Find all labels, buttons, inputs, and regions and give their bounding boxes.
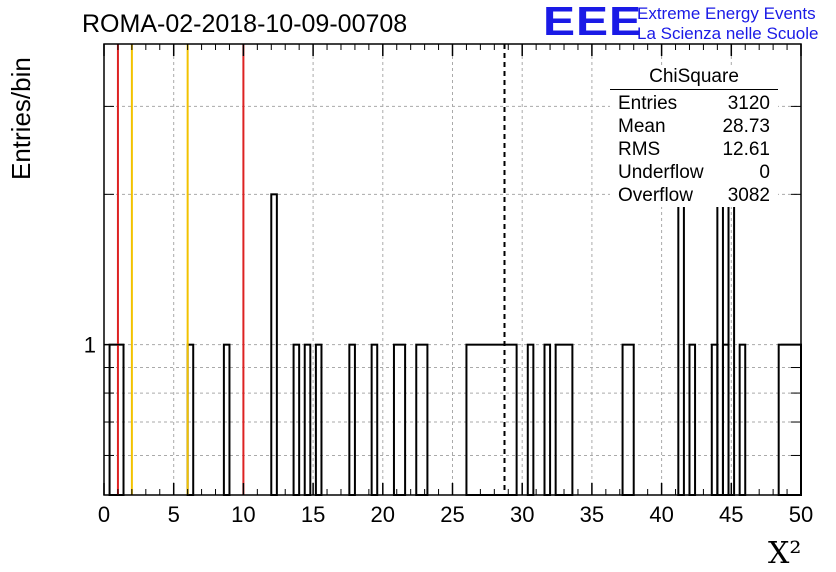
stats-title: ChiSquare bbox=[610, 66, 778, 90]
x-tick-label: 15 bbox=[301, 502, 325, 527]
x-tick-label: 40 bbox=[649, 502, 673, 527]
histogram-bar bbox=[556, 345, 573, 495]
x-axis-label: X² bbox=[768, 536, 801, 571]
y-axis-label: Entries/bin bbox=[6, 57, 37, 180]
x-tick-label: 25 bbox=[440, 502, 464, 527]
stats-box: ChiSquare Entries 3120 Mean 28.73 RMS 12… bbox=[610, 66, 778, 207]
x-tick-label: 50 bbox=[789, 502, 813, 527]
histogram-bar bbox=[305, 345, 311, 495]
stats-label: Mean bbox=[618, 115, 666, 138]
chart-title: ROMA-02-2018-10-09-00708 bbox=[82, 10, 407, 39]
histogram-bar bbox=[466, 345, 516, 495]
stats-row-mean: Mean 28.73 bbox=[610, 115, 778, 138]
stats-value: 3120 bbox=[728, 92, 770, 115]
x-tick-label: 30 bbox=[510, 502, 534, 527]
x-tick-label: 0 bbox=[98, 502, 110, 527]
x-tick-label: 5 bbox=[168, 502, 180, 527]
stats-value: 12.61 bbox=[722, 138, 770, 161]
stats-row-entries: Entries 3120 bbox=[610, 92, 778, 115]
stats-label: Entries bbox=[618, 92, 677, 115]
stats-value: 28.73 bbox=[722, 115, 770, 138]
stats-label: Overflow bbox=[618, 184, 693, 207]
eee-logo: EEE bbox=[543, 2, 642, 43]
logo-line-1: Extreme Energy Events bbox=[637, 4, 816, 24]
stats-row-overflow: Overflow 3082 bbox=[610, 184, 778, 207]
histogram-bar bbox=[545, 345, 551, 495]
y-tick-label: 1 bbox=[84, 333, 96, 358]
stats-label: Underflow bbox=[618, 161, 704, 184]
x-tick-label: 20 bbox=[371, 502, 395, 527]
x-tick-label: 45 bbox=[719, 502, 743, 527]
x-tick-label: 35 bbox=[580, 502, 604, 527]
histogram-bar bbox=[316, 345, 322, 495]
stats-label: RMS bbox=[618, 138, 660, 161]
stats-value: 0 bbox=[759, 161, 770, 184]
logo-line-2: La Scienza nelle Scuole bbox=[637, 24, 818, 44]
stats-value: 3082 bbox=[728, 184, 770, 207]
stats-row-underflow: Underflow 0 bbox=[610, 161, 778, 184]
x-tick-label: 10 bbox=[231, 502, 255, 527]
stats-row-rms: RMS 12.61 bbox=[610, 138, 778, 161]
